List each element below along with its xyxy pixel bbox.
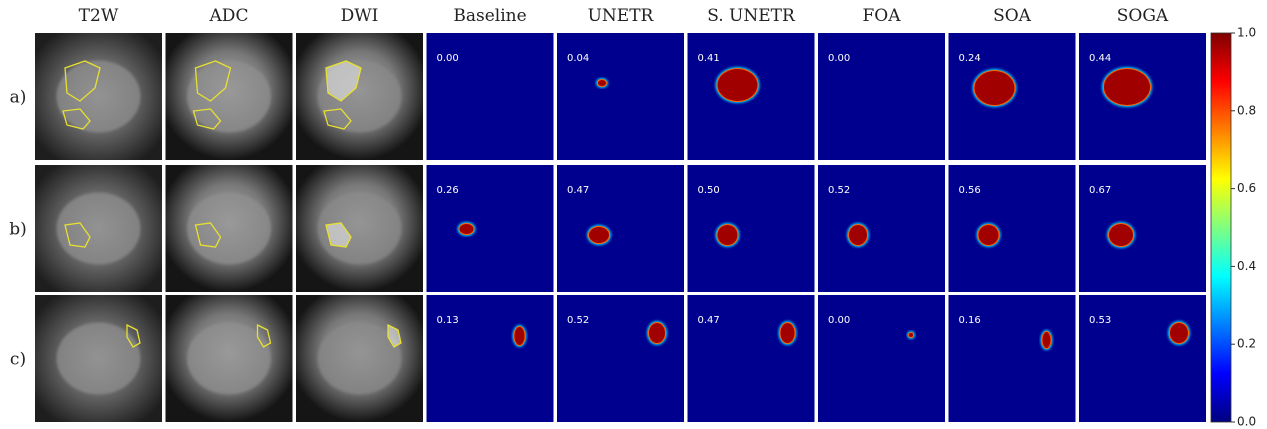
figure: T2W ADC DWI Baseline UNETR S. UNETR FOA SOA SOGA… [0,0,1267,429]
prediction-map: 0.00 [818,33,945,160]
blob-core [849,225,867,245]
blob-core [718,225,738,245]
score: 0.52 [567,315,589,326]
score: 0.00 [828,53,850,64]
score: 0.00 [437,53,459,64]
colorbar-tick-label: 0.2 [1237,337,1256,351]
blob-core [589,227,609,243]
row-label: b) [9,220,27,240]
score: 0.52 [828,185,850,196]
prediction-map: 0.52 [557,295,684,422]
prostate [57,193,141,265]
mri-image [296,295,423,422]
colorbar-tick-label: 1.0 [1237,26,1256,40]
prediction-map: 0.41 [688,33,815,160]
column-header: SOGA [1117,6,1169,26]
mri-image [166,165,293,292]
blob-core [1109,224,1133,246]
mri-image [35,33,162,160]
blob-core [460,224,474,234]
blob-core [1043,332,1051,348]
prediction-map: 0.47 [688,295,815,422]
column-header: Baseline [453,6,526,26]
prediction-map: 0.00 [818,295,945,422]
prostate [187,193,271,265]
blob-core [781,323,795,343]
score: 0.56 [959,185,981,196]
prediction-map: 0.44 [1079,33,1206,160]
blob-core [979,225,999,245]
score: 0.44 [1089,53,1111,64]
score: 0.47 [567,185,589,196]
column-header: S. UNETR [707,6,796,26]
column-header: T2W [79,6,119,26]
mri-image [296,165,423,292]
column-header: FOA [862,6,901,26]
prediction-map: 0.56 [949,165,1076,292]
column-header: DWI [341,6,379,26]
blob-core [975,71,1015,105]
row-label: c) [10,350,26,370]
score: 0.16 [959,315,981,326]
prediction-map: 0.52 [818,165,945,292]
blob-core [718,69,758,101]
prediction-map: 0.47 [557,165,684,292]
score: 0.00 [828,315,850,326]
prediction-map: 0.67 [1079,165,1206,292]
column-header: UNETR [588,6,655,26]
prostate [187,323,271,395]
score: 0.26 [437,185,459,196]
blob-core [909,333,913,337]
blob-core [1104,69,1150,105]
colorbar [1211,33,1231,422]
score: 0.13 [437,315,459,326]
column-header: ADC [209,6,249,26]
mri-image [296,33,423,160]
score: 0.47 [698,315,720,326]
mri-image [166,295,293,422]
prostate [57,61,141,133]
colorbar-tick-label: 0.8 [1237,103,1256,117]
score: 0.24 [959,53,981,64]
score: 0.50 [698,185,720,196]
prediction-map: 0.26 [427,165,554,292]
prediction-map: 0.24 [949,33,1076,160]
prediction-map: 0.53 [1079,295,1206,422]
mri-image [35,165,162,292]
prostate [187,61,271,133]
prediction-map: 0.16 [949,295,1076,422]
prediction-map: 0.00 [427,33,554,160]
score: 0.53 [1089,315,1111,326]
prediction-map: 0.13 [427,295,554,422]
score: 0.67 [1089,185,1111,196]
blob-core [1170,323,1188,343]
mri-image [35,295,162,422]
colorbar-tick-label: 0.0 [1237,415,1256,429]
prediction-map: 0.04 [557,33,684,160]
row-label: a) [10,88,27,108]
blob-core [649,323,665,343]
blob-core [515,327,525,345]
prostate [57,323,141,395]
mri-image [166,33,293,160]
colorbar-tick-label: 0.4 [1237,259,1256,273]
column-header: SOA [993,6,1032,26]
score: 0.04 [567,53,589,64]
colorbar-tick-label: 0.6 [1237,181,1256,195]
score: 0.41 [698,53,720,64]
prediction-map: 0.50 [688,165,815,292]
blob-core [598,80,606,86]
